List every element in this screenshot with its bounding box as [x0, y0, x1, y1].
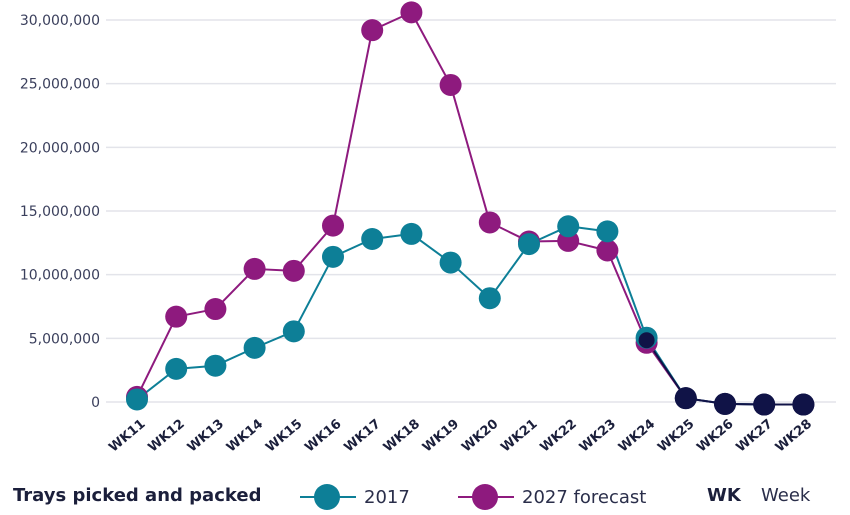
- legend-title: Trays picked and packed: [13, 485, 262, 506]
- legend-item-2017: 2017: [300, 482, 410, 512]
- x-tick-label: WK14: [224, 417, 266, 456]
- data-point-2017: [204, 354, 227, 377]
- data-point-2027-forecast: [361, 19, 384, 42]
- y-axis-ticks: 0 5,000,000 10,000,000 15,000,000 20,000,000…: [20, 13, 100, 411]
- x-tick-label: WK17: [342, 417, 384, 456]
- legend-swatch-2027-forecast: [458, 482, 514, 512]
- data-point-2017: [674, 387, 697, 410]
- data-point-overlap: [638, 332, 655, 349]
- x-tick-label: WK23: [577, 417, 619, 456]
- data-point-2017: [714, 392, 736, 415]
- legend-item-2027-forecast: 2027 forecast: [458, 482, 646, 512]
- data-point-2027-forecast: [243, 257, 266, 280]
- series-lines: [136, 11, 804, 406]
- data-point-2027-forecast: [204, 298, 227, 321]
- x-tick-label: WK28: [773, 417, 815, 456]
- data-point-2027-forecast: [165, 305, 188, 328]
- y-tick-label: 0: [91, 395, 100, 411]
- data-point-2027-forecast: [282, 259, 305, 282]
- y-tick-label: 10,000,000: [20, 268, 100, 284]
- data-point-2017: [400, 222, 423, 245]
- data-point-2027-forecast: [322, 214, 344, 237]
- series-line-2017: [136, 225, 804, 406]
- y-tick-label: 15,000,000: [20, 204, 100, 220]
- x-tick-label: WK18: [381, 417, 423, 456]
- data-point-2017: [165, 357, 188, 380]
- x-tick-label: WK20: [459, 417, 501, 456]
- x-tick-label: WK16: [302, 417, 344, 456]
- data-point-2027-forecast: [400, 1, 423, 24]
- data-point-2017: [518, 233, 540, 256]
- x-tick-label: WK15: [263, 417, 305, 456]
- y-tick-label: 25,000,000: [20, 77, 100, 93]
- y-tick-label: 20,000,000: [20, 140, 100, 156]
- y-tick-label: 5,000,000: [29, 331, 100, 347]
- data-point-2017: [243, 336, 266, 359]
- legend-label-2027-forecast: 2027 forecast: [522, 486, 647, 508]
- legend-abbreviation-definition: Week: [761, 485, 811, 506]
- data-point-2017: [439, 251, 462, 274]
- data-point-2017: [322, 245, 344, 268]
- data-point-2017: [282, 320, 305, 343]
- data-points: [126, 1, 815, 416]
- legend-abbreviation: WK: [707, 485, 741, 506]
- data-point-2017: [753, 393, 776, 416]
- gridlines: [106, 19, 836, 403]
- data-point-2017: [596, 220, 619, 243]
- x-tick-label: WK22: [538, 417, 580, 456]
- x-axis-ticks: WK11WK12WK13WK14WK15WK16WK17WK18WK19WK20…: [106, 417, 815, 456]
- y-tick-label: 30,000,000: [20, 13, 100, 29]
- data-point-2017: [126, 388, 148, 411]
- x-tick-label: WK19: [420, 417, 462, 456]
- legend-label-2017: 2017: [364, 486, 410, 508]
- legend: Trays picked and packed 2017 2027 foreca…: [0, 478, 850, 515]
- x-tick-label: WK11: [106, 417, 148, 456]
- data-point-2017: [792, 393, 815, 416]
- data-point-2017: [557, 215, 580, 238]
- series-line-2027-forecast: [136, 11, 804, 406]
- legend-swatch-2017: [300, 482, 356, 512]
- x-tick-label: WK25: [655, 417, 697, 456]
- x-tick-label: WK13: [185, 417, 227, 456]
- x-tick-label: WK27: [734, 417, 776, 456]
- data-point-2027-forecast: [478, 211, 501, 234]
- x-tick-label: WK24: [616, 417, 658, 456]
- line-chart: 0 5,000,000 10,000,000 15,000,000 20,000,000…: [20, 1, 836, 456]
- data-point-2017: [478, 287, 501, 310]
- x-tick-label: WK12: [146, 417, 188, 456]
- x-tick-label: WK21: [498, 417, 540, 456]
- data-point-2027-forecast: [596, 239, 619, 262]
- data-point-2017: [361, 228, 384, 251]
- x-tick-label: WK26: [694, 417, 736, 456]
- data-point-2027-forecast: [439, 73, 462, 96]
